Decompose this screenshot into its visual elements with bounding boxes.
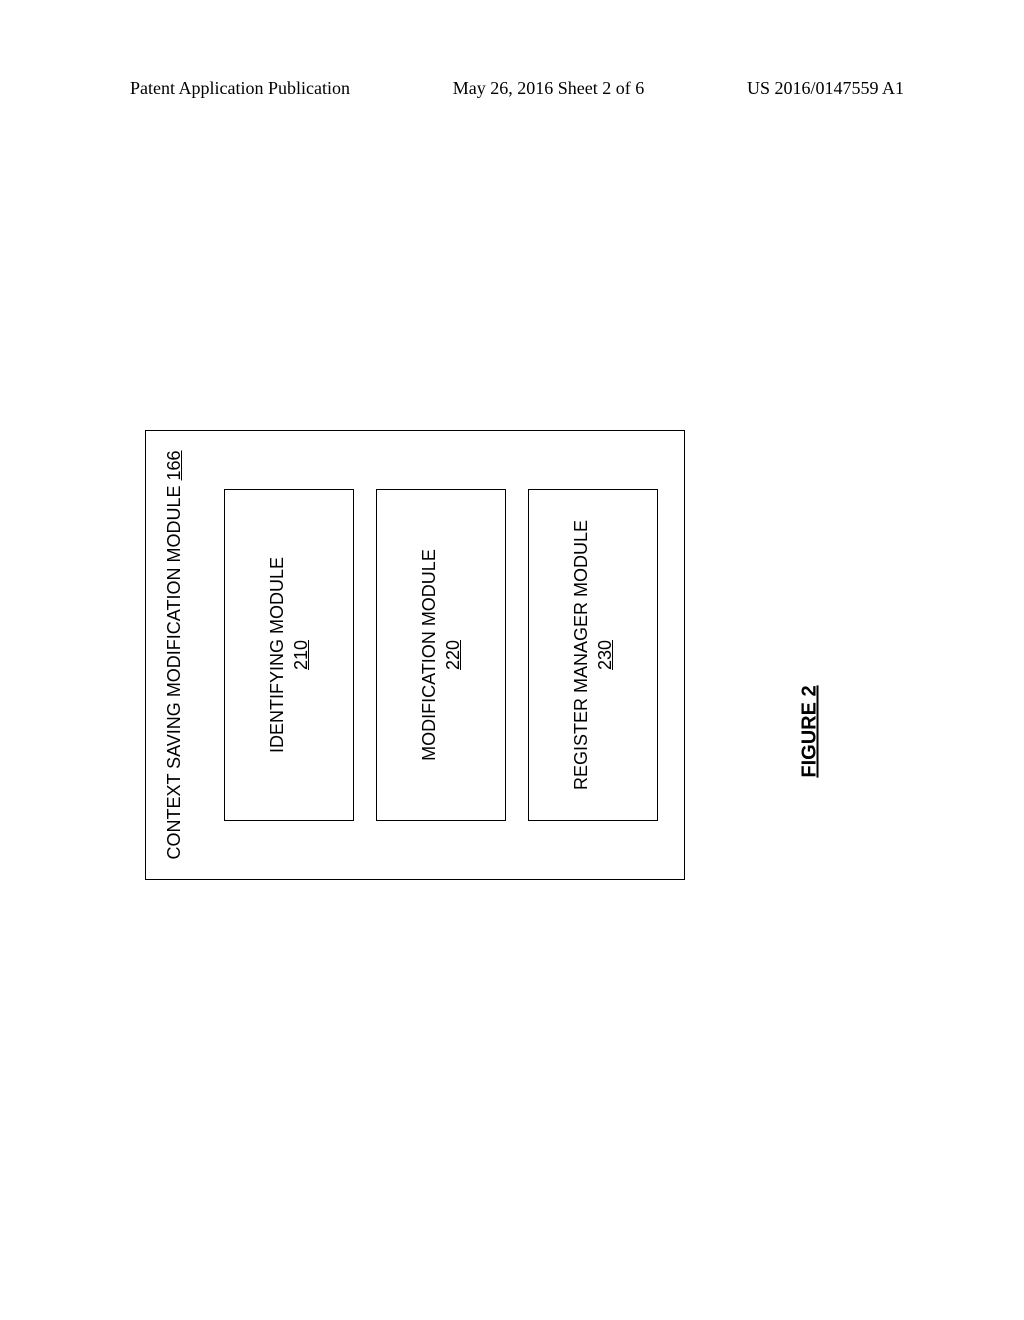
module-number: 230 xyxy=(593,640,617,670)
module-box-register-manager: REGISTER MANAGER MODULE 230 xyxy=(528,489,658,821)
module-label: MODIFICATION MODULE xyxy=(417,549,441,761)
module-label: REGISTER MANAGER MODULE xyxy=(569,520,593,790)
page-header: Patent Application Publication May 26, 2… xyxy=(0,78,1024,99)
module-box-identifying: IDENTIFYING MODULE 210 xyxy=(224,489,354,821)
diagram: CONTEXT SAVING MODIFICATION MODULE 166 I… xyxy=(145,430,685,880)
inner-boxes-container: IDENTIFYING MODULE 210 MODIFICATION MODU… xyxy=(224,489,658,821)
outer-module-number: 166 xyxy=(164,450,184,480)
module-label: IDENTIFYING MODULE xyxy=(265,557,289,753)
outer-module-box: CONTEXT SAVING MODIFICATION MODULE 166 I… xyxy=(145,430,685,880)
module-number: 220 xyxy=(441,640,465,670)
module-number: 210 xyxy=(289,640,313,670)
outer-module-label: CONTEXT SAVING MODIFICATION MODULE xyxy=(164,486,184,860)
module-box-modification: MODIFICATION MODULE 220 xyxy=(376,489,506,821)
figure-caption-text: FIGURE 2 xyxy=(799,685,821,777)
header-left: Patent Application Publication xyxy=(130,78,350,99)
header-right: US 2016/0147559 A1 xyxy=(747,78,904,99)
outer-module-title: CONTEXT SAVING MODIFICATION MODULE 166 xyxy=(164,431,185,879)
header-center: May 26, 2016 Sheet 2 of 6 xyxy=(453,78,644,99)
figure-caption: FIGURE 2 xyxy=(799,662,822,802)
